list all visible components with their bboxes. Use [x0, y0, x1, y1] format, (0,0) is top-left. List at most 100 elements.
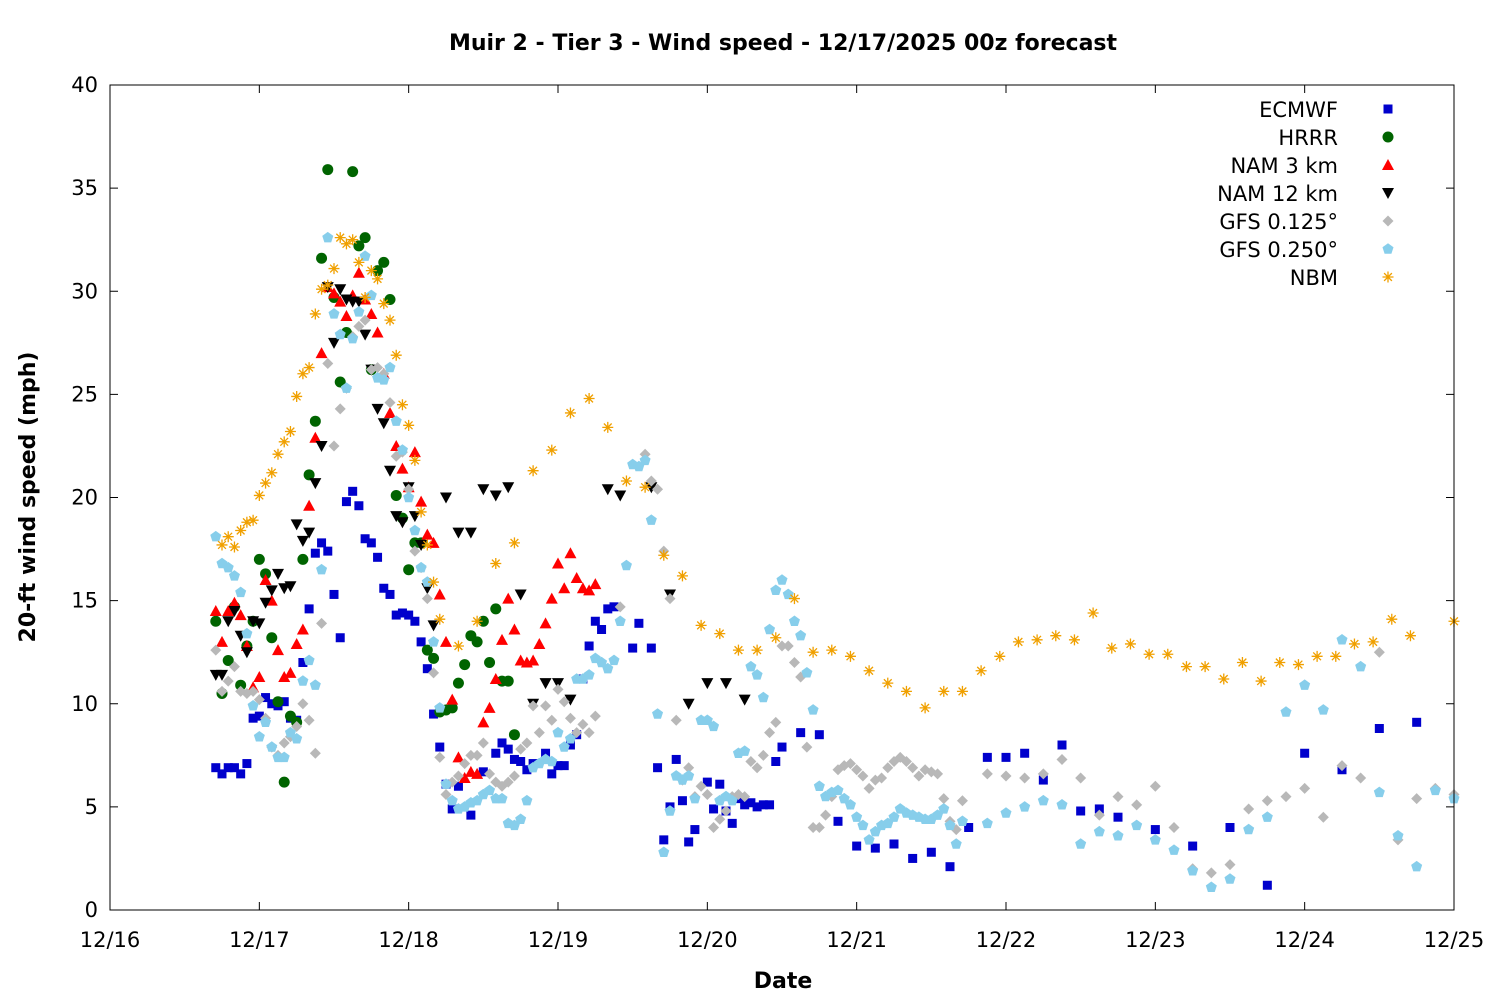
data-point: [515, 743, 527, 755]
data-point: [764, 727, 776, 739]
data-point: [359, 329, 372, 341]
data-point: [353, 320, 365, 332]
data-point: [1280, 791, 1292, 803]
data-point: [732, 644, 744, 656]
data-point: [745, 660, 757, 672]
data-point: [559, 761, 569, 771]
data-point: [428, 667, 440, 679]
data-point: [1330, 650, 1342, 662]
data-point: [297, 553, 309, 565]
data-point: [490, 558, 502, 569]
data-point: [309, 431, 322, 443]
data-point: [683, 770, 695, 781]
data-point: [471, 749, 483, 761]
data-point: [833, 816, 843, 826]
data-point: [453, 781, 463, 791]
data-point: [434, 702, 446, 713]
data-point: [1367, 636, 1379, 648]
data-point: [278, 776, 290, 788]
data-point: [416, 637, 426, 647]
legend-marker: [1382, 271, 1394, 283]
data-point: [272, 644, 284, 656]
data-point: [796, 728, 806, 738]
data-point: [807, 822, 819, 833]
data-point: [390, 511, 403, 523]
data-point: [254, 711, 264, 721]
data-point: [328, 337, 340, 349]
data-point: [982, 752, 992, 762]
data-point: [309, 308, 321, 320]
data-point: [240, 647, 253, 659]
data-point: [758, 800, 768, 810]
data-point: [907, 762, 919, 774]
chart-title: Muir 2 - Tier 3 - Wind speed - 12/17/202…: [449, 31, 1118, 56]
data-point: [1076, 806, 1086, 816]
data-point: [340, 382, 352, 393]
data-point: [552, 726, 564, 738]
legend: ECMWF HRRR NAM 3 km NAM 12 km GFS 0.125° GFS …: [1217, 98, 1394, 290]
data-point: [322, 357, 334, 369]
data-point: [639, 481, 651, 493]
data-point: [540, 700, 552, 712]
data-point: [1386, 613, 1398, 625]
data-point: [851, 764, 863, 776]
data-point: [235, 679, 247, 691]
data-point: [403, 483, 415, 495]
data-point: [279, 697, 289, 707]
data-point: [284, 666, 297, 678]
data-point: [782, 640, 794, 652]
data-point: [533, 727, 545, 739]
data-point: [235, 586, 247, 598]
data-point: [261, 693, 271, 703]
data-point: [452, 770, 464, 782]
data-point: [334, 328, 346, 340]
data-point: [421, 539, 433, 551]
data-point: [1348, 638, 1360, 650]
data-point: [446, 794, 458, 806]
data-point: [265, 585, 278, 597]
legend-label: NAM 12 km: [1217, 182, 1338, 206]
data-point: [440, 789, 452, 800]
data-point: [851, 811, 863, 822]
data-point: [298, 658, 308, 667]
data-point: [396, 399, 408, 411]
data-point: [284, 581, 297, 593]
data-point: [508, 537, 520, 549]
y-tick-label: 25: [71, 382, 98, 406]
data-point: [564, 547, 577, 559]
data-point: [1087, 607, 1099, 619]
data-point: [278, 436, 290, 448]
data-point: [347, 166, 359, 178]
data-point: [366, 538, 376, 548]
data-point: [371, 403, 384, 415]
data-point: [328, 287, 340, 299]
data-point: [429, 709, 439, 719]
data-point: [739, 791, 751, 803]
data-point: [384, 465, 396, 477]
data-point: [372, 362, 384, 374]
data-point: [272, 568, 284, 580]
data-point: [1205, 867, 1217, 879]
data-point: [1019, 772, 1031, 784]
data-point: [956, 685, 968, 697]
data-point: [1299, 679, 1311, 690]
data-point: [757, 749, 769, 761]
data-point: [614, 601, 626, 613]
data-point: [852, 841, 862, 851]
data-point: [1000, 770, 1012, 782]
data-point: [353, 306, 365, 317]
data-point: [209, 604, 222, 616]
data-point: [328, 440, 340, 452]
data-points: [209, 164, 1460, 892]
data-point: [459, 659, 471, 671]
data-point: [317, 538, 327, 548]
data-point: [404, 610, 414, 620]
data-point: [558, 582, 571, 594]
data-point: [770, 632, 782, 644]
data-point: [596, 656, 608, 668]
data-point: [919, 702, 931, 714]
data-point: [950, 838, 962, 849]
data-point: [776, 640, 788, 652]
data-point: [1336, 760, 1348, 772]
data-point: [1188, 841, 1198, 851]
